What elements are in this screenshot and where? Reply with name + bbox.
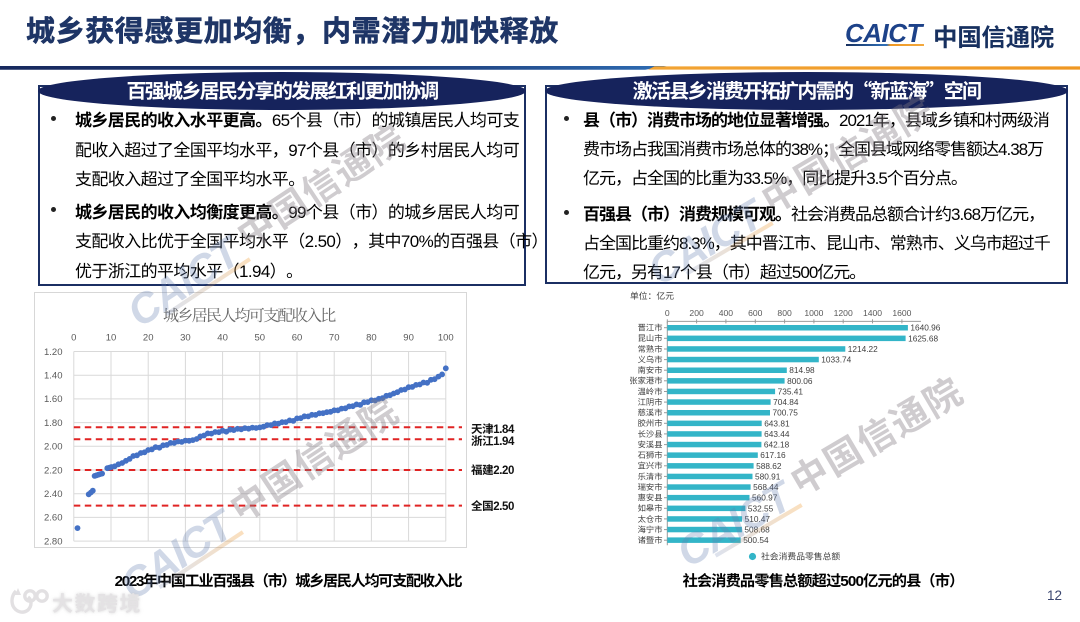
svg-text:长沙县: 长沙县: [638, 428, 663, 440]
svg-text:700.75: 700.75: [773, 408, 799, 418]
svg-text:张家港市: 张家港市: [629, 375, 662, 387]
svg-text:50: 50: [255, 333, 266, 344]
svg-text:慈溪市: 慈溪市: [638, 407, 663, 419]
svg-text:1.80: 1.80: [44, 418, 63, 429]
svg-text:588.62: 588.62: [756, 461, 782, 471]
svg-text:石狮市: 石狮市: [638, 449, 663, 461]
svg-text:海宁市: 海宁市: [638, 524, 663, 536]
svg-text:1214.22: 1214.22: [848, 344, 878, 354]
svg-text:800: 800: [777, 308, 792, 318]
svg-text:社会消费品零售总额: 社会消费品零售总额: [761, 550, 840, 563]
svg-text:0: 0: [71, 333, 76, 344]
svg-text:510.47: 510.47: [745, 514, 771, 524]
svg-text:1600: 1600: [892, 308, 911, 318]
svg-text:常熟市: 常熟市: [638, 343, 663, 355]
svg-text:晋江市: 晋江市: [638, 322, 663, 334]
svg-text:642.18: 642.18: [764, 440, 790, 450]
svg-text:20: 20: [143, 333, 154, 344]
svg-text:0: 0: [665, 308, 670, 318]
svg-text:617.16: 617.16: [760, 450, 786, 460]
svg-text:2.80: 2.80: [44, 536, 63, 547]
svg-text:2.60: 2.60: [44, 513, 63, 524]
svg-text:宜兴市: 宜兴市: [638, 460, 663, 472]
svg-text:1640.96: 1640.96: [910, 323, 940, 333]
svg-text:诸暨市: 诸暨市: [638, 534, 663, 546]
svg-text:814.98: 814.98: [789, 365, 815, 375]
svg-text:安溪县: 安溪县: [638, 439, 663, 451]
svg-text:100: 100: [438, 333, 454, 344]
svg-text:1400: 1400: [863, 308, 882, 318]
svg-text:580.91: 580.91: [755, 471, 781, 481]
svg-text:1625.68: 1625.68: [908, 333, 938, 343]
svg-text:90: 90: [403, 333, 414, 344]
svg-text:60: 60: [292, 333, 303, 344]
svg-text:400: 400: [719, 308, 734, 318]
svg-text:508.68: 508.68: [744, 525, 770, 535]
svg-text:1033.74: 1033.74: [821, 355, 851, 365]
svg-text:昆山市: 昆山市: [638, 332, 663, 344]
svg-text:太仓市: 太仓市: [638, 513, 663, 525]
svg-text:560.97: 560.97: [752, 493, 778, 503]
svg-text:1.20: 1.20: [44, 347, 63, 358]
svg-text:643.81: 643.81: [764, 418, 790, 428]
svg-text:1.40: 1.40: [44, 371, 63, 382]
svg-text:643.44: 643.44: [764, 429, 790, 439]
svg-text:2.00: 2.00: [44, 442, 63, 453]
svg-text:1000: 1000: [804, 308, 823, 318]
svg-text:胶州市: 胶州市: [638, 417, 663, 429]
svg-text:1.60: 1.60: [44, 394, 63, 405]
svg-text:568.44: 568.44: [753, 482, 779, 492]
svg-text:40: 40: [217, 333, 228, 344]
svg-text:瑞安市: 瑞安市: [638, 481, 663, 493]
svg-text:2.40: 2.40: [44, 489, 63, 500]
svg-text:乐清市: 乐清市: [638, 470, 663, 482]
svg-text:如皋市: 如皋市: [638, 502, 663, 514]
svg-text:800.06: 800.06: [787, 376, 813, 386]
svg-text:2.20: 2.20: [44, 465, 63, 476]
svg-text:70: 70: [329, 333, 340, 344]
svg-text:1200: 1200: [834, 308, 853, 318]
svg-text:惠安县: 惠安县: [638, 492, 663, 504]
svg-text:704.84: 704.84: [773, 397, 799, 407]
svg-text:江阴市: 江阴市: [638, 396, 663, 408]
svg-text:80: 80: [366, 333, 377, 344]
svg-text:30: 30: [180, 333, 191, 344]
svg-text:532.55: 532.55: [748, 503, 774, 513]
svg-text:义乌市: 义乌市: [638, 354, 663, 366]
svg-text:500.54: 500.54: [743, 535, 769, 545]
svg-text:600: 600: [748, 308, 763, 318]
svg-text:10: 10: [106, 333, 117, 344]
svg-text:735.41: 735.41: [778, 387, 804, 397]
svg-text:温岭市: 温岭市: [638, 385, 663, 397]
svg-text:南安市: 南安市: [638, 364, 663, 376]
svg-text:200: 200: [689, 308, 704, 318]
